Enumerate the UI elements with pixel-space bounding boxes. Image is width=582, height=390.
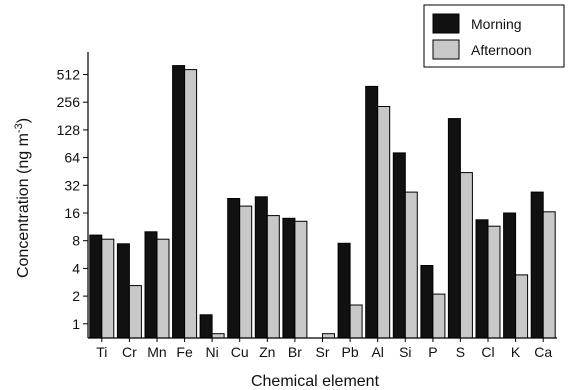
legend-label-afternoon: Afternoon (471, 42, 532, 58)
bar-morning-p (420, 265, 434, 339)
bar-afternoon-br (294, 220, 308, 339)
x-tick-label-sr: Sr (316, 344, 330, 360)
bar-morning-si (392, 152, 406, 339)
y-tick-label-2: 2 (72, 288, 80, 304)
y-axis-title-superscript: -3 (13, 123, 25, 133)
x-tick-label-p: P (428, 344, 437, 360)
x-tick-label-zn: Zn (259, 344, 275, 360)
bar-afternoon-zn (266, 215, 280, 339)
x-tick-label-ni: Ni (205, 344, 218, 360)
bar-afternoon-fe (184, 69, 198, 339)
y-axis-title: Concentration (ng m-3) (13, 118, 32, 278)
bar-morning-ti (89, 234, 103, 339)
x-tick-label-s: S (456, 344, 465, 360)
bar-morning-ca (530, 191, 544, 339)
x-tick-label-fe: Fe (176, 344, 193, 360)
bar-afternoon-s (459, 172, 473, 339)
bar-afternoon-p (432, 293, 446, 339)
legend: Morning Afternoon (423, 4, 565, 68)
x-tick-label-si: Si (399, 344, 411, 360)
bar-morning-cl (475, 219, 489, 339)
bar-morning-ni (199, 314, 213, 339)
y-tick-label-256: 256 (57, 94, 81, 110)
bar-morning-cr (116, 243, 130, 339)
x-tick-label-br: Br (288, 344, 302, 360)
x-tick-label-ca: Ca (534, 344, 552, 360)
bar-morning-fe (172, 65, 186, 339)
y-tick-label-128: 128 (57, 122, 81, 138)
bar-morning-mn (144, 231, 158, 339)
y-tick-label-8: 8 (72, 233, 80, 249)
legend-label-morning: Morning (471, 16, 522, 32)
bar-afternoon-si (404, 191, 418, 339)
x-tick-labels: Ti Cr Mn Fe Ni Cu Zn Br Sr Pb Al Si P S Cl K Ca (96, 344, 552, 360)
bar-afternoon-mn (156, 238, 170, 339)
x-tick-label-ti: Ti (96, 344, 107, 360)
bar-afternoon-sr (322, 333, 335, 339)
x-axis-title: Chemical element (251, 373, 380, 390)
bar-afternoon-pb (349, 304, 363, 339)
y-tick-label-1: 1 (72, 316, 80, 332)
bar-morning-pb (337, 242, 351, 339)
bar-morning-br (282, 217, 296, 339)
y-ticks: 1 2 4 8 16 32 64 128 256 512 (57, 67, 88, 332)
bar-afternoon-al (377, 106, 391, 339)
bar-afternoon-ti (101, 238, 115, 339)
x-tick-label-cl: Cl (481, 344, 494, 360)
y-tick-label-4: 4 (72, 260, 80, 276)
axes (87, 52, 557, 342)
bar-afternoon-ni (211, 333, 225, 339)
bar-afternoon-cu (239, 205, 253, 339)
legend-swatch-morning (432, 13, 460, 34)
bar-morning-s (447, 118, 461, 339)
bar-morning-k (503, 212, 517, 339)
x-tick-label-al: Al (371, 344, 383, 360)
y-tick-label-32: 32 (64, 177, 80, 193)
legend-swatch-afternoon (432, 39, 460, 60)
x-tick-label-cu: Cu (231, 344, 249, 360)
bar-morning-al (365, 85, 379, 339)
bar-afternoon-cl (487, 225, 501, 339)
bar-morning-zn (254, 196, 268, 339)
bar-afternoon-cr (128, 285, 142, 339)
x-tick-label-mn: Mn (147, 344, 166, 360)
bar-afternoon-k (515, 274, 529, 339)
y-axis-title-main: Concentration (ng m (15, 133, 32, 278)
y-axis-title-suffix: ) (15, 118, 32, 123)
y-tick-label-512: 512 (57, 67, 81, 83)
y-tick-label-64: 64 (64, 150, 80, 166)
x-tick-label-cr: Cr (122, 344, 137, 360)
bar-afternoon-ca (542, 211, 556, 339)
x-tick-label-k: K (511, 344, 521, 360)
x-tick-label-pb: Pb (342, 344, 359, 360)
bar-morning-cu (227, 198, 241, 339)
bar-group (89, 65, 556, 339)
y-tick-label-16: 16 (64, 205, 80, 221)
